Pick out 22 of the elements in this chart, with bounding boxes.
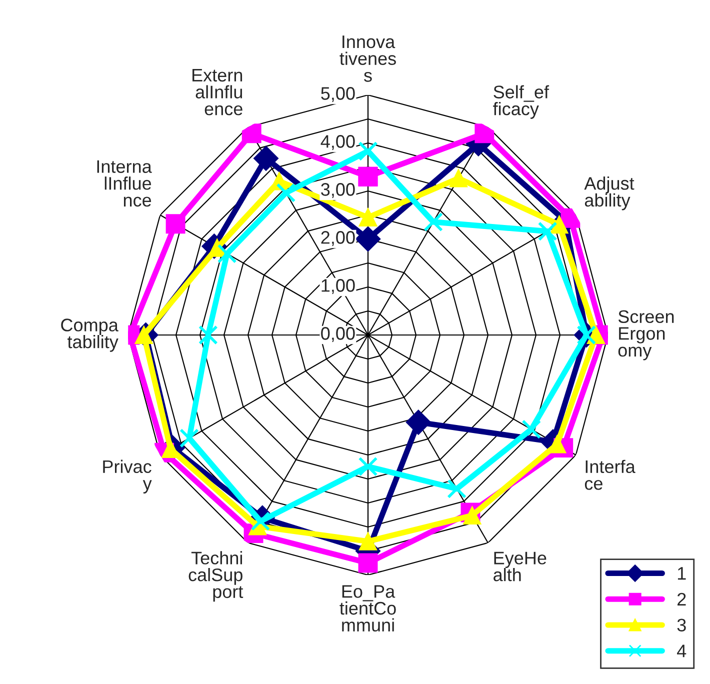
spoke-label: Privac y [103,460,152,494]
spoke-label: Extern alInflu ence [192,69,242,116]
spoke-label: Eo_Pa tientCo mmuni [340,585,396,632]
y-tick-label: 1,00 [322,279,355,294]
spoke-label: Techni calSup port [188,551,244,602]
y-tick-label: 3,00 [321,183,355,198]
legend-label: 4 [677,644,686,658]
spoke-label: Innova tivenes s [340,36,396,82]
y-tick-label: 2,00 [321,231,355,246]
y-tick-label: 0,00 [321,327,355,342]
legend-label: 2 [678,592,686,606]
spoke-label: Compa tability [61,318,118,352]
spoke-label: Self_ef ficacy [493,85,550,119]
y-tick-label: 5,00 [321,87,355,102]
spoke-label: Interna lInflue nce [97,160,152,207]
spoke-label: EyeHe alth [494,552,546,582]
spoke-label: Interfa ce [584,460,636,490]
spoke-label: Adjust ability [584,176,634,210]
legend-label: 3 [677,618,686,632]
legend-label: 1 [678,567,686,580]
y-tick-label: 4,00 [320,135,355,150]
spoke-label: Screen Ergon omy [618,310,674,360]
